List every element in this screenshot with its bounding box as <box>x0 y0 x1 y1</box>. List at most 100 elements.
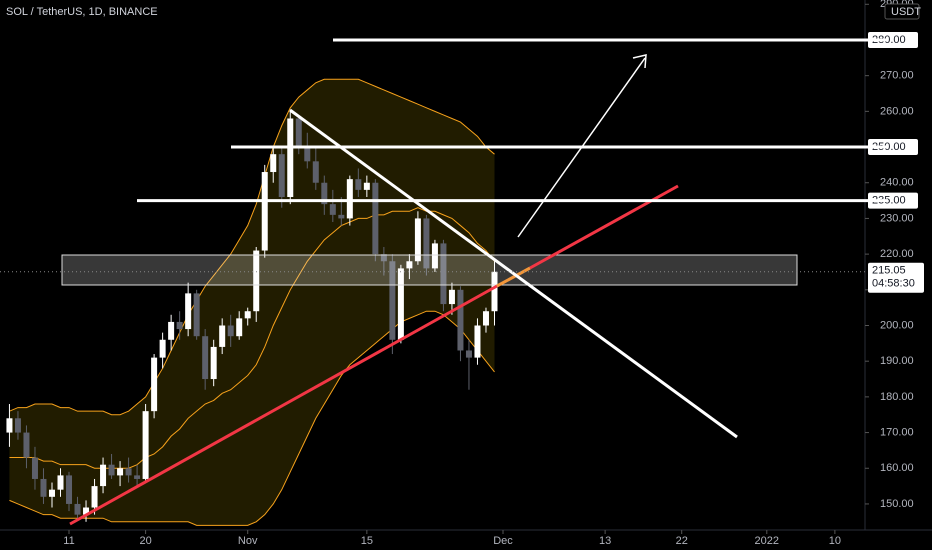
candle-body <box>253 250 260 312</box>
x-tick-label: Dec <box>493 535 513 547</box>
candle-body <box>380 254 387 262</box>
candle-body <box>304 147 311 162</box>
candle-body <box>244 311 251 319</box>
candle-body <box>176 321 183 330</box>
candle-body <box>14 418 21 433</box>
y-tick-label: 150.00 <box>880 498 914 510</box>
candle-body <box>474 325 481 358</box>
candle-body <box>372 182 379 255</box>
candle-body <box>465 350 472 358</box>
candle-body <box>185 293 192 330</box>
x-tick-label: 13 <box>599 535 611 547</box>
candle-body <box>125 468 132 476</box>
y-tick-label: 170.00 <box>880 426 914 438</box>
y-tick-label: 220.00 <box>880 248 914 260</box>
y-tick-label: 180.00 <box>880 391 914 403</box>
candle-body <box>397 268 404 340</box>
candle-body <box>108 464 115 476</box>
level-tag <box>868 139 918 156</box>
currency-badge <box>884 3 920 20</box>
candle-body <box>431 243 438 269</box>
candle-body <box>406 261 413 269</box>
y-tick-label: 260.00 <box>880 105 914 117</box>
candle-body <box>389 261 396 340</box>
x-tick-label: 15 <box>361 535 373 547</box>
level-label: 280.00 <box>872 34 906 46</box>
level-label: 235.00 <box>872 194 906 206</box>
candle-body <box>134 475 141 479</box>
support-trendline <box>69 284 498 526</box>
candle-body <box>159 339 166 358</box>
candle-body <box>40 478 47 497</box>
candle-body <box>100 464 107 487</box>
candle-body <box>457 289 464 351</box>
candle-body <box>236 318 243 337</box>
currency-label: USDT <box>891 6 921 18</box>
band-lower <box>9 310 495 526</box>
candle-body <box>6 418 13 433</box>
chart-title: SOL / TetherUS, 1D, BINANCE <box>6 6 158 18</box>
y-tick-label: 230.00 <box>880 212 914 224</box>
candle-body <box>287 118 294 198</box>
candle-body <box>91 486 98 508</box>
candle-body <box>261 172 268 251</box>
candle-body <box>346 179 353 219</box>
candle-body <box>329 204 336 215</box>
candle-body <box>295 118 302 148</box>
plot-area <box>6 78 498 526</box>
candle-body <box>57 475 64 490</box>
x-tick-label: 11 <box>63 535 74 547</box>
candle-body <box>355 179 362 190</box>
candle-body <box>31 457 38 479</box>
zone-box <box>61 254 798 286</box>
candle-body <box>278 154 285 198</box>
candle-body <box>482 311 489 326</box>
level-label: 250.00 <box>872 141 906 153</box>
candle-body <box>270 154 277 173</box>
candle-body <box>142 411 149 479</box>
resistance-trendline <box>289 108 738 439</box>
candle-body <box>66 475 73 504</box>
candle-body <box>312 161 319 183</box>
candle-body <box>414 218 421 262</box>
candle-body <box>83 507 90 515</box>
candle-body <box>491 271 498 312</box>
candle-body <box>448 289 455 305</box>
support-trendline-zone <box>496 266 531 288</box>
candle-body <box>321 182 328 205</box>
price-label: 215.05 <box>872 265 906 277</box>
candle-body <box>338 214 345 219</box>
x-tick-label: 20 <box>139 535 151 547</box>
countdown-label: 04:58:30 <box>872 278 915 290</box>
candle-body <box>440 243 447 305</box>
candle-body <box>193 293 200 337</box>
candle-body <box>210 346 217 380</box>
y-tick-label: 190.00 <box>880 355 914 367</box>
candle-body <box>363 182 370 190</box>
candle-body <box>227 325 234 337</box>
band-middle <box>9 207 495 469</box>
band-upper <box>9 78 495 416</box>
candle-body <box>151 357 158 412</box>
candle-body <box>423 218 430 269</box>
candle-body <box>74 503 81 515</box>
x-tick-label: Nov <box>238 535 258 547</box>
x-tick-label: 22 <box>676 535 688 547</box>
arrow-head <box>632 54 647 69</box>
x-tick-label: 2022 <box>755 535 779 547</box>
x-tick-label: 10 <box>829 535 841 547</box>
level-tag <box>868 192 918 209</box>
candle-body <box>168 321 175 340</box>
candle-body <box>219 325 226 347</box>
candle-body <box>117 468 124 476</box>
price-tag <box>868 262 924 293</box>
y-tick-label: 270.00 <box>880 70 914 82</box>
y-tick-label: 200.00 <box>880 319 914 331</box>
y-tick-label: 160.00 <box>880 462 914 474</box>
y-tick-label: 240.00 <box>880 177 914 189</box>
level-tag <box>868 31 918 48</box>
candle-body <box>48 489 55 497</box>
